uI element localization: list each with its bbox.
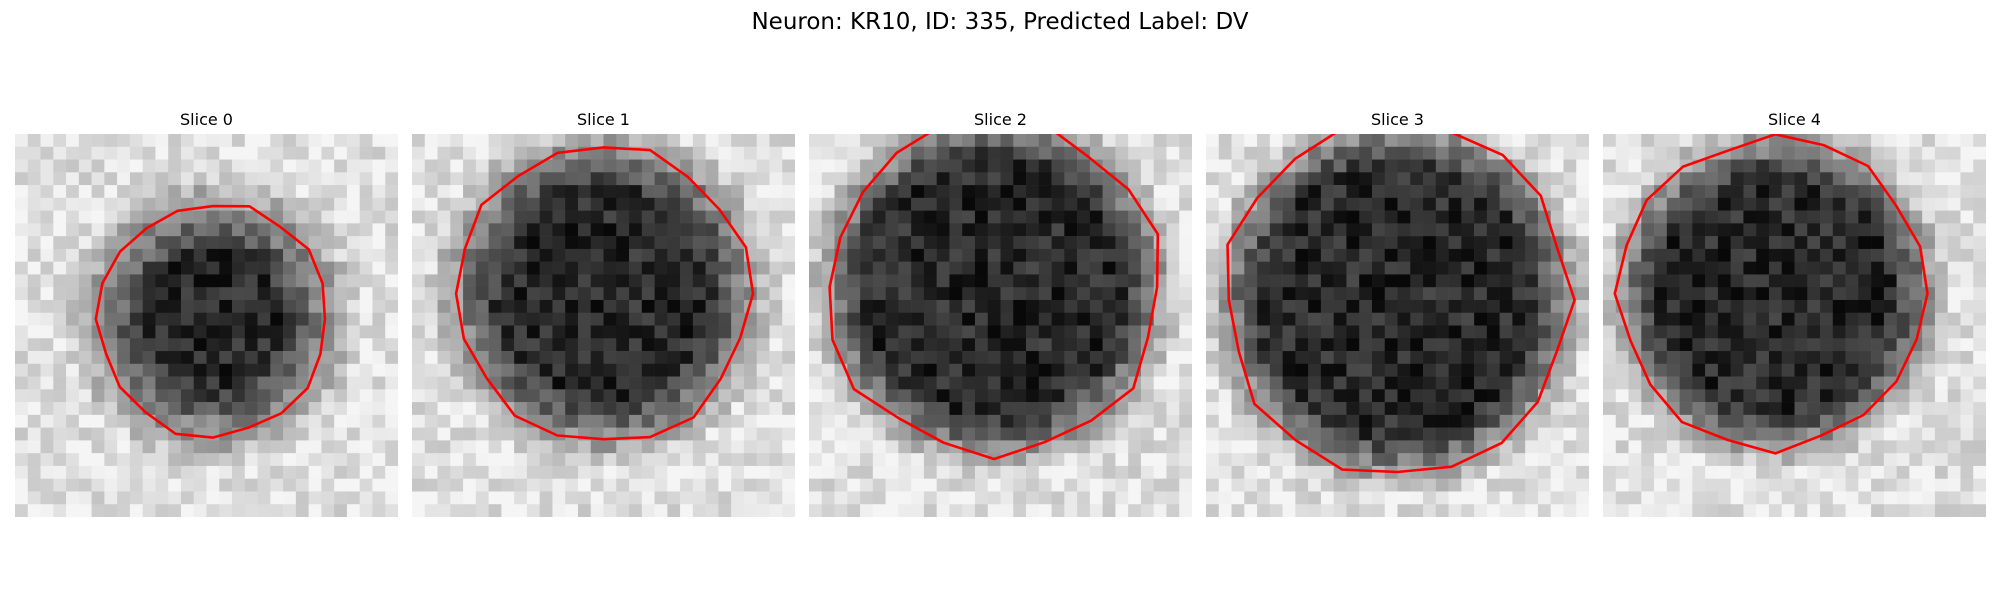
slice-panel-1: Slice 1 [412,110,795,517]
slice-title-3: Slice 3 [1371,110,1424,129]
slice-image-2 [809,134,1192,517]
slice-panel-0: Slice 0 [15,110,398,517]
roi-outline-4 [1613,134,1929,455]
slice-image-1 [412,134,795,517]
slice-title-1: Slice 1 [577,110,630,129]
slice-panel-3: Slice 3 [1206,110,1589,517]
slice-image-4 [1603,134,1986,517]
figure-title: Neuron: KR10, ID: 335, Predicted Label: … [751,9,1249,35]
slice-title-0: Slice 0 [180,110,233,129]
slice-title-2: Slice 2 [974,110,1027,129]
roi-outline-1 [454,146,755,441]
roi-outline-0 [94,204,327,439]
slice-title-4: Slice 4 [1768,110,1821,129]
slice-image-3 [1206,134,1589,517]
roi-outline-2 [828,134,1160,461]
slice-panel-2: Slice 2 [809,110,1192,517]
slice-panel-4: Slice 4 [1603,110,1986,517]
slice-image-0 [15,134,398,517]
roi-outline-3 [1226,134,1576,474]
